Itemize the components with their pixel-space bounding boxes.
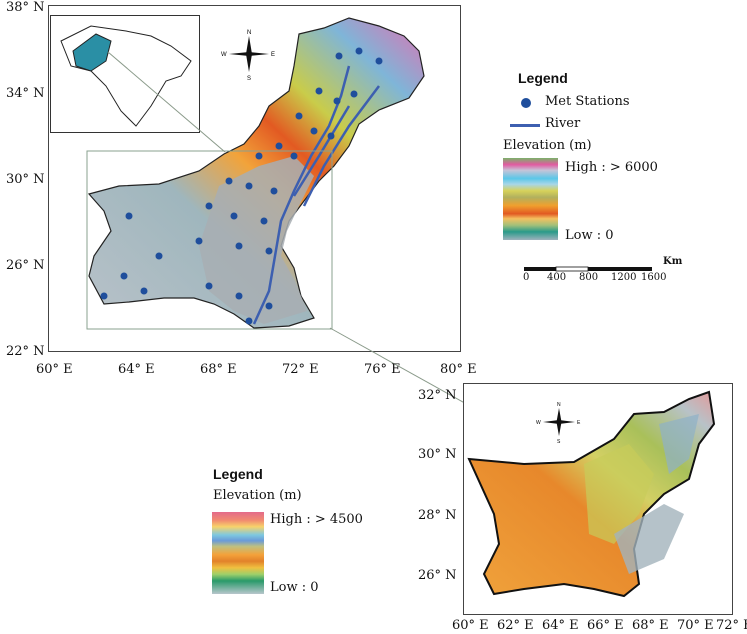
detail-lon-label: 70° E (677, 618, 714, 633)
elevation-color-ramp (503, 158, 558, 240)
svg-text:W: W (221, 52, 227, 58)
lon-label: 60° E (36, 362, 73, 377)
pakistan-elevation-map: N S E W (86, 17, 425, 330)
detail-lon-label: 62° E (497, 618, 534, 633)
detail-lon-label: 68° E (632, 618, 669, 633)
lon-label: 72° E (282, 362, 319, 377)
legend-low-label: Low : 0 (565, 228, 614, 243)
pakistan-highlight (72, 33, 112, 72)
detail-lon-label: 66° E (587, 618, 624, 633)
svg-text:E: E (271, 52, 275, 58)
legend-stations-label: Met Stations (545, 94, 630, 109)
met-station-symbol (521, 98, 531, 108)
south-asia-inset-map (50, 15, 200, 133)
balochistan-elevation-map: N S E W (467, 390, 716, 598)
svg-text:N: N (247, 30, 251, 36)
lat-label: 38° N (6, 0, 45, 15)
detail-lat-label: 32° N (418, 388, 457, 403)
scale-tick: 0 (523, 272, 530, 283)
lon-label: 68° E (200, 362, 237, 377)
river-lines (252, 65, 380, 325)
detail-lon-label: 60° E (452, 618, 489, 633)
detail-lat-label: 26° N (418, 568, 457, 583)
scale-tick: 400 (547, 272, 567, 283)
detail-map-frame: N S E W (463, 383, 733, 615)
detail-legend-elevation-title: Elevation (m) (213, 488, 302, 503)
lon-label: 80° E (440, 362, 477, 377)
legend-elevation-title: Elevation (m) (503, 138, 592, 153)
main-map-frame: N S E W (48, 5, 461, 352)
detail-legend-title: Legend (213, 466, 263, 482)
legend-river-label: River (545, 116, 581, 131)
lat-label: 30° N (6, 172, 45, 187)
scale-bar (524, 258, 659, 276)
svg-text:N: N (557, 402, 561, 408)
compass-rose-icon: N S E W (536, 402, 581, 445)
legend-high-label: High : > 6000 (565, 160, 658, 175)
scale-tick: 1600 (641, 272, 667, 283)
svg-text:W: W (536, 420, 541, 426)
scale-unit: Km (663, 256, 683, 267)
svg-text:E: E (577, 420, 581, 426)
scale-tick: 800 (579, 272, 599, 283)
detail-legend-low-label: Low : 0 (270, 580, 319, 595)
lon-label: 76° E (364, 362, 401, 377)
svg-text:S: S (247, 76, 251, 82)
river-symbol (510, 124, 540, 127)
detail-lat-label: 28° N (418, 508, 457, 523)
detail-legend-high-label: High : > 4500 (270, 512, 363, 527)
detail-elevation-color-ramp (212, 512, 264, 594)
detail-lon-label: 72° E (716, 618, 747, 633)
compass-rose-icon: N S E W (221, 30, 275, 82)
detail-lon-label: 64° E (542, 618, 579, 633)
lat-label: 22° N (6, 344, 45, 359)
met-station-points (100, 47, 383, 325)
lon-label: 64° E (118, 362, 155, 377)
lat-label: 34° N (6, 86, 45, 101)
lat-label: 26° N (6, 258, 45, 273)
legend-title: Legend (518, 70, 568, 86)
detail-lat-label: 30° N (418, 447, 457, 462)
scale-tick: 1200 (611, 272, 637, 283)
svg-text:S: S (557, 439, 561, 445)
